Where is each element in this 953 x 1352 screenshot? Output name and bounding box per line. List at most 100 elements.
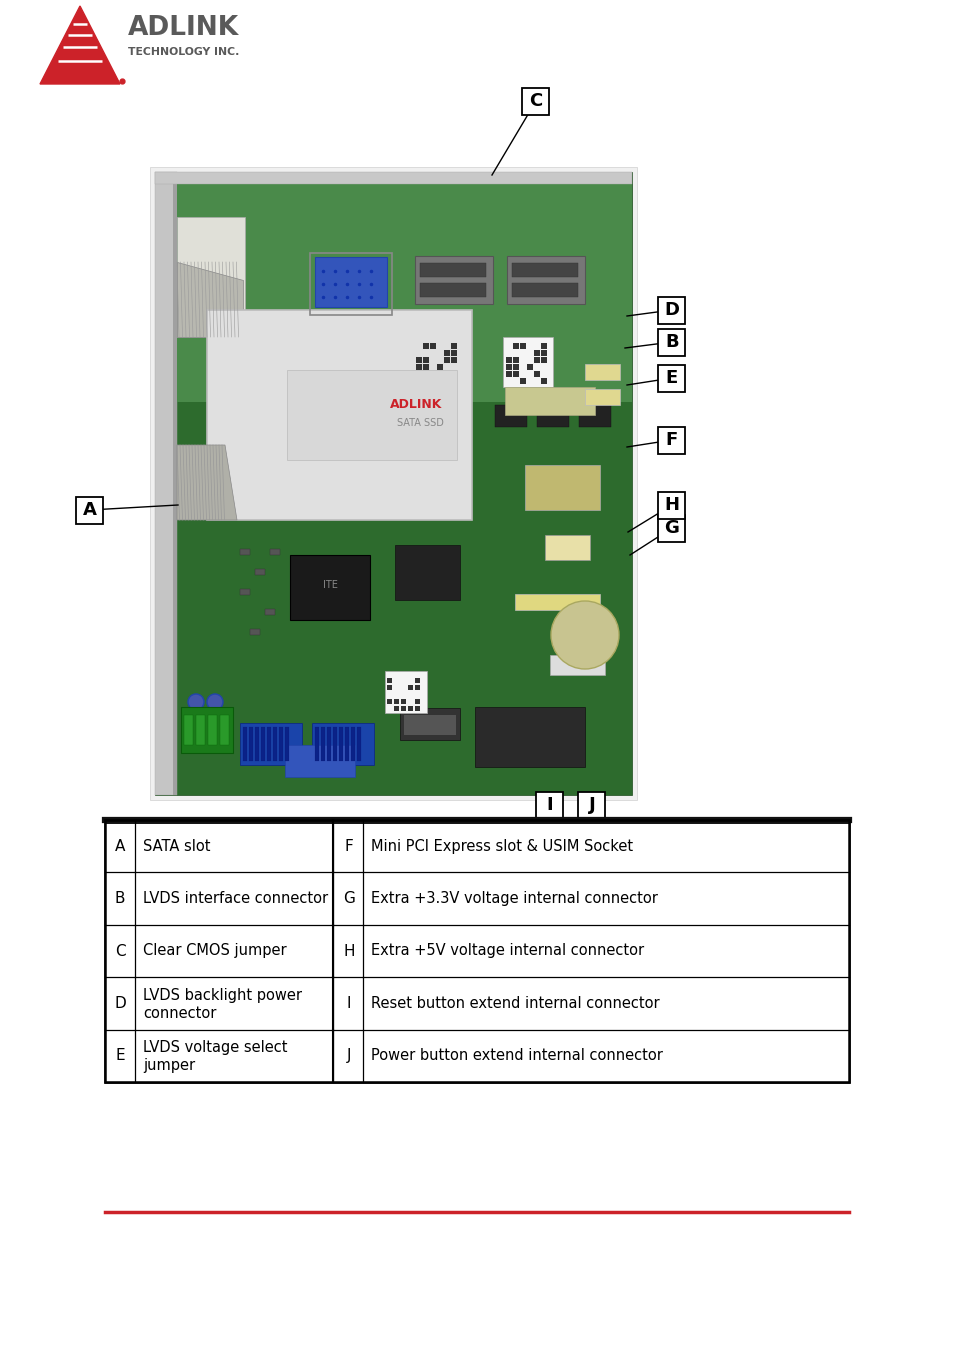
Bar	[419, 283, 485, 297]
Bar	[415, 685, 419, 690]
Bar	[584, 389, 619, 406]
Bar	[338, 727, 343, 761]
Bar	[400, 706, 406, 711]
Bar	[207, 310, 472, 521]
Bar	[524, 465, 599, 510]
Bar	[105, 872, 848, 925]
Text: Clear CMOS jumper: Clear CMOS jumper	[143, 944, 286, 959]
Bar	[400, 699, 406, 704]
Bar	[351, 727, 355, 761]
Bar	[265, 608, 274, 615]
Bar	[451, 379, 456, 384]
Text: C: C	[529, 92, 542, 110]
Text: E: E	[115, 1048, 125, 1063]
Text: Power button extend internal connector: Power button extend internal connector	[371, 1048, 662, 1063]
Bar	[105, 977, 848, 1030]
Bar	[540, 379, 546, 384]
Bar	[261, 727, 265, 761]
Bar	[195, 715, 205, 745]
Bar	[394, 699, 398, 704]
Bar	[544, 535, 589, 560]
Text: A: A	[114, 838, 125, 853]
Bar	[387, 685, 392, 690]
Bar	[519, 343, 525, 349]
Bar	[443, 370, 450, 377]
Text: Reset button extend internal connector: Reset button extend internal connector	[371, 996, 659, 1011]
Bar	[240, 723, 302, 765]
Bar	[540, 350, 546, 356]
Bar	[403, 715, 456, 735]
Bar	[505, 370, 512, 377]
Bar	[254, 727, 258, 761]
Bar	[387, 677, 392, 683]
Bar	[451, 343, 456, 349]
Bar	[415, 256, 493, 304]
Text: LVDS interface connector: LVDS interface connector	[143, 891, 328, 906]
Text: A: A	[83, 502, 97, 519]
Bar	[430, 343, 436, 349]
Bar	[177, 172, 631, 402]
Polygon shape	[40, 5, 120, 84]
Bar	[578, 791, 605, 818]
Text: SATA SSD: SATA SSD	[396, 418, 443, 429]
Bar	[536, 791, 563, 818]
Bar	[534, 350, 539, 356]
Bar	[240, 549, 250, 556]
Bar	[422, 364, 429, 370]
Text: B: B	[114, 891, 125, 906]
Text: ADLINK: ADLINK	[128, 15, 239, 41]
Bar	[105, 925, 848, 977]
Bar	[658, 492, 685, 519]
Bar	[504, 387, 595, 415]
Text: LVDS voltage select: LVDS voltage select	[143, 1040, 287, 1056]
Bar	[154, 172, 631, 795]
Bar	[540, 357, 546, 362]
Bar	[578, 406, 610, 427]
Text: J: J	[588, 796, 595, 814]
Bar	[267, 727, 271, 761]
Bar	[430, 379, 436, 384]
Circle shape	[551, 602, 618, 669]
Bar	[513, 370, 518, 377]
Bar	[278, 727, 283, 761]
Text: ADLINK: ADLINK	[389, 399, 441, 411]
Bar	[327, 727, 331, 761]
Text: Extra +5V voltage internal connector: Extra +5V voltage internal connector	[371, 944, 643, 959]
Bar	[540, 343, 546, 349]
Text: jumper: jumper	[143, 1059, 195, 1073]
Bar	[249, 727, 253, 761]
Text: E: E	[665, 369, 678, 387]
Bar	[177, 218, 245, 337]
Bar	[356, 727, 360, 761]
Bar	[287, 370, 456, 460]
Text: I: I	[546, 796, 553, 814]
Bar	[240, 589, 250, 595]
Bar	[415, 699, 419, 704]
Bar	[273, 727, 276, 761]
Bar	[526, 364, 533, 370]
Text: Mini PCI Express slot & USIM Socket: Mini PCI Express slot & USIM Socket	[371, 838, 633, 853]
Bar	[416, 357, 421, 362]
Bar	[415, 677, 419, 683]
Bar	[150, 168, 637, 800]
Bar	[584, 364, 619, 380]
Bar	[250, 629, 260, 635]
Text: I: I	[346, 996, 351, 1011]
Bar	[333, 727, 336, 761]
Bar	[320, 727, 325, 761]
Bar	[419, 264, 485, 277]
Bar	[254, 569, 265, 575]
Bar	[512, 283, 578, 297]
Bar	[394, 706, 398, 711]
Bar	[519, 379, 525, 384]
Text: D: D	[114, 996, 126, 1011]
Bar	[105, 821, 848, 872]
Bar	[658, 426, 685, 453]
Bar	[513, 364, 518, 370]
Bar	[76, 496, 103, 523]
Text: connector: connector	[143, 1006, 216, 1021]
Bar	[475, 707, 584, 767]
Text: J: J	[346, 1048, 351, 1063]
Bar	[105, 821, 848, 823]
Bar	[502, 337, 553, 387]
